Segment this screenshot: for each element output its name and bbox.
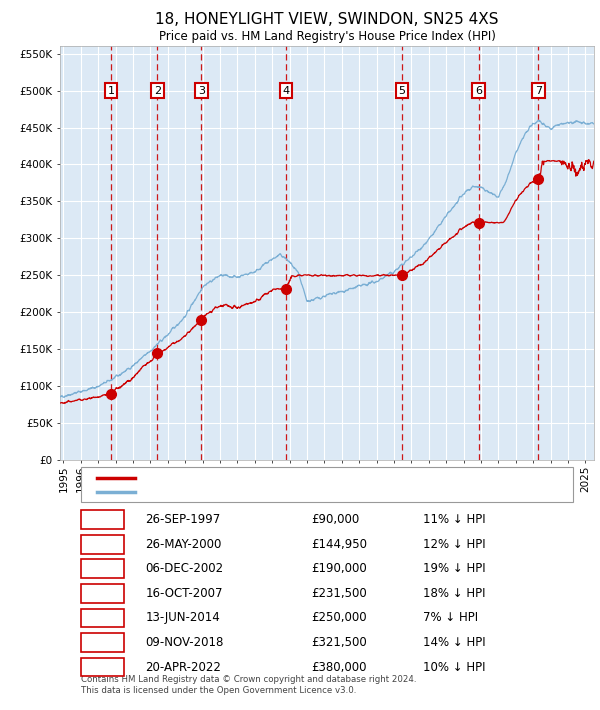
Text: £321,500: £321,500 (311, 636, 367, 649)
FancyBboxPatch shape (82, 559, 124, 578)
Text: HPI: Average price, detached house, Swindon: HPI: Average price, detached house, Swin… (145, 487, 394, 497)
FancyBboxPatch shape (82, 633, 124, 652)
FancyBboxPatch shape (82, 467, 572, 501)
Text: 1: 1 (107, 85, 115, 96)
Text: 4: 4 (283, 85, 290, 96)
Text: 2: 2 (99, 537, 106, 551)
Text: £190,000: £190,000 (311, 562, 367, 575)
Text: 3: 3 (198, 85, 205, 96)
FancyBboxPatch shape (82, 510, 124, 529)
Text: 19% ↓ HPI: 19% ↓ HPI (423, 562, 486, 575)
Text: 6: 6 (475, 85, 482, 96)
Text: 6: 6 (99, 636, 106, 649)
Text: 18, HONEYLIGHT VIEW, SWINDON, SN25 4XS: 18, HONEYLIGHT VIEW, SWINDON, SN25 4XS (155, 12, 499, 27)
Text: £90,000: £90,000 (311, 513, 359, 526)
Text: 7% ↓ HPI: 7% ↓ HPI (423, 611, 478, 624)
Text: 11% ↓ HPI: 11% ↓ HPI (423, 513, 486, 526)
Text: 13-JUN-2014: 13-JUN-2014 (145, 611, 220, 624)
Text: 18% ↓ HPI: 18% ↓ HPI (423, 587, 485, 600)
FancyBboxPatch shape (82, 535, 124, 554)
Text: Price paid vs. HM Land Registry's House Price Index (HPI): Price paid vs. HM Land Registry's House … (158, 30, 496, 43)
Text: 26-SEP-1997: 26-SEP-1997 (145, 513, 221, 526)
Text: 20-APR-2022: 20-APR-2022 (145, 660, 221, 674)
Text: 7: 7 (535, 85, 542, 96)
Text: 18, HONEYLIGHT VIEW, SWINDON, SN25 4XS (detached house): 18, HONEYLIGHT VIEW, SWINDON, SN25 4XS (… (145, 473, 491, 483)
FancyBboxPatch shape (82, 657, 124, 677)
Text: £144,950: £144,950 (311, 537, 367, 551)
Text: 06-DEC-2002: 06-DEC-2002 (145, 562, 224, 575)
Text: 2: 2 (154, 85, 161, 96)
Text: 26-MAY-2000: 26-MAY-2000 (145, 537, 222, 551)
Text: 4: 4 (99, 587, 106, 600)
Text: £250,000: £250,000 (311, 611, 367, 624)
Text: 16-OCT-2007: 16-OCT-2007 (145, 587, 223, 600)
Text: 3: 3 (99, 562, 106, 575)
Text: 7: 7 (99, 660, 106, 674)
Text: 5: 5 (99, 611, 106, 624)
Text: 14% ↓ HPI: 14% ↓ HPI (423, 636, 486, 649)
FancyBboxPatch shape (82, 608, 124, 627)
Text: 09-NOV-2018: 09-NOV-2018 (145, 636, 224, 649)
Text: 10% ↓ HPI: 10% ↓ HPI (423, 660, 485, 674)
Text: £380,000: £380,000 (311, 660, 367, 674)
Text: 5: 5 (398, 85, 405, 96)
Text: £231,500: £231,500 (311, 587, 367, 600)
Text: 1: 1 (99, 513, 106, 526)
FancyBboxPatch shape (82, 584, 124, 603)
Text: Contains HM Land Registry data © Crown copyright and database right 2024.
This d: Contains HM Land Registry data © Crown c… (82, 675, 417, 694)
Text: 12% ↓ HPI: 12% ↓ HPI (423, 537, 486, 551)
